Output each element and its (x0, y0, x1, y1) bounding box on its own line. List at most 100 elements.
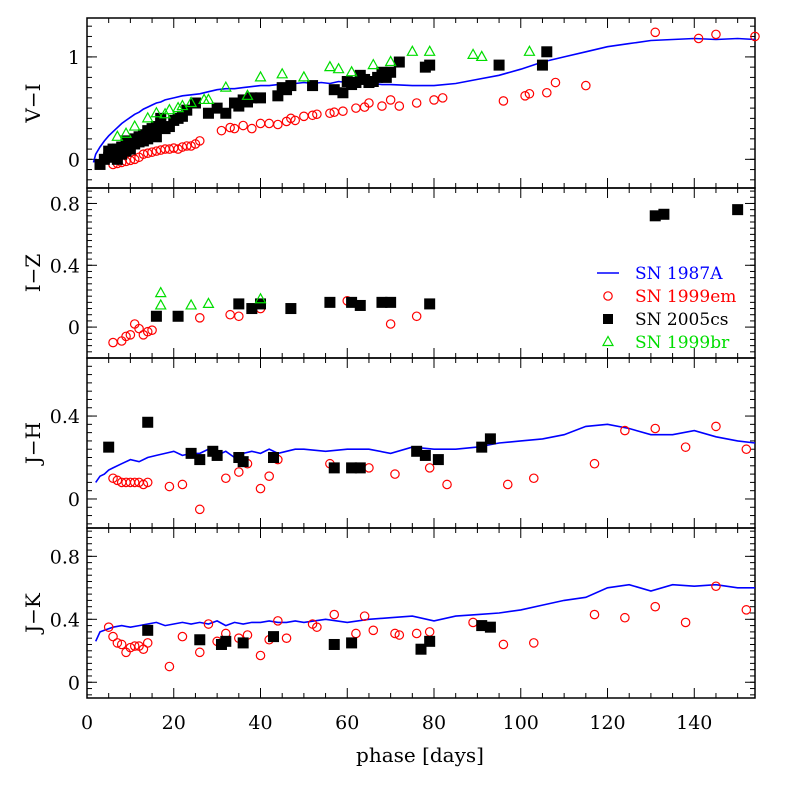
data-point (589, 609, 600, 620)
y-tick-label: 0.4 (50, 609, 80, 631)
data-point (268, 631, 280, 643)
data-point (225, 309, 235, 320)
data-point (103, 622, 114, 632)
y-axis-label: J−H (21, 422, 45, 466)
legend-entry: SN 1987A (597, 264, 723, 284)
data-point (364, 98, 374, 108)
data-point (172, 310, 184, 322)
data-point (528, 473, 539, 484)
data-point (150, 106, 163, 118)
x-axis: 0 20 40 60 80 100 120 140 (81, 712, 712, 734)
data-point (194, 634, 206, 646)
panel-4: 0 0.4 0.8 J−K (21, 527, 756, 699)
data-point (238, 120, 248, 131)
data-point (141, 111, 154, 123)
data-point (229, 123, 240, 134)
data-point (328, 84, 340, 96)
legend-label: SN 1987A (635, 264, 723, 284)
legend-label: SN 2005cs (635, 310, 728, 330)
data-point (476, 441, 488, 453)
data-point (411, 628, 422, 639)
data-point (658, 208, 670, 220)
data-point (350, 77, 362, 89)
data-point (108, 337, 118, 348)
panels: 01V−I00.40.8I−Z00.4J−H00.40.8J−K (21, 17, 760, 699)
data-point (468, 617, 478, 628)
data-point (128, 119, 141, 131)
data-point (194, 647, 205, 658)
data-point (528, 638, 539, 648)
data-point (138, 644, 149, 655)
data-point (390, 469, 400, 479)
data-point (523, 45, 536, 56)
data-point (211, 449, 223, 461)
legend: SN 1987A SN 1999em SN 2005cs SN 1999br (597, 264, 736, 353)
data-point (498, 639, 509, 650)
data-point (711, 421, 721, 432)
data-point (147, 147, 157, 157)
data-point (484, 433, 496, 445)
x-tick-label: 80 (422, 712, 446, 734)
series-sn-1999em (108, 421, 752, 515)
data-point (424, 298, 436, 310)
data-point (411, 311, 422, 322)
y-tick-label: 0 (68, 672, 80, 694)
data-point (138, 149, 149, 160)
data-point (241, 89, 254, 100)
data-point (424, 635, 436, 647)
y-axis-label: V−I (21, 83, 45, 123)
data-point (129, 154, 140, 165)
data-point (286, 113, 296, 124)
legend-triangle-swatch (601, 335, 615, 347)
data-point (255, 118, 266, 129)
data-point (237, 637, 249, 649)
data-point (234, 467, 244, 477)
x-tick-label: 0 (81, 712, 93, 734)
data-point (203, 619, 214, 629)
data-point (225, 122, 235, 133)
data-point (650, 423, 661, 434)
data-point (467, 48, 480, 59)
data-point (194, 454, 206, 466)
data-point (237, 456, 249, 468)
data-point (112, 638, 123, 648)
series-sn-1999br (111, 45, 536, 141)
data-point (234, 311, 244, 322)
series-sn-2005cs (103, 416, 496, 474)
data-point (541, 87, 552, 98)
data-point (177, 631, 188, 642)
data-point (385, 296, 397, 308)
data-point (325, 108, 335, 119)
data-point (194, 504, 205, 515)
data-point (649, 210, 661, 222)
data-point (273, 119, 283, 130)
data-point (255, 92, 267, 104)
data-point (173, 144, 183, 154)
data-point (216, 125, 227, 136)
data-point (346, 462, 358, 474)
data-point (524, 88, 535, 99)
data-point (693, 33, 704, 44)
data-point (393, 56, 405, 68)
series-sn-1987a (95, 423, 756, 483)
y-tick-label: 0.4 (50, 255, 80, 277)
data-point (220, 635, 232, 647)
data-point (493, 59, 505, 71)
data-point (233, 100, 245, 112)
data-point (419, 449, 431, 461)
data-point (202, 297, 215, 309)
data-point (186, 141, 196, 151)
data-point (194, 136, 205, 146)
series-sn-1987a (94, 583, 755, 642)
legend-label: SN 1999em (635, 287, 736, 307)
legend-square-swatch (603, 314, 613, 324)
data-point (142, 326, 153, 337)
series-line (94, 583, 755, 642)
data-point (121, 331, 131, 342)
data-point (254, 70, 267, 82)
data-point (154, 286, 167, 298)
data-point (732, 204, 744, 216)
data-point (185, 298, 198, 310)
data-point (328, 638, 340, 650)
